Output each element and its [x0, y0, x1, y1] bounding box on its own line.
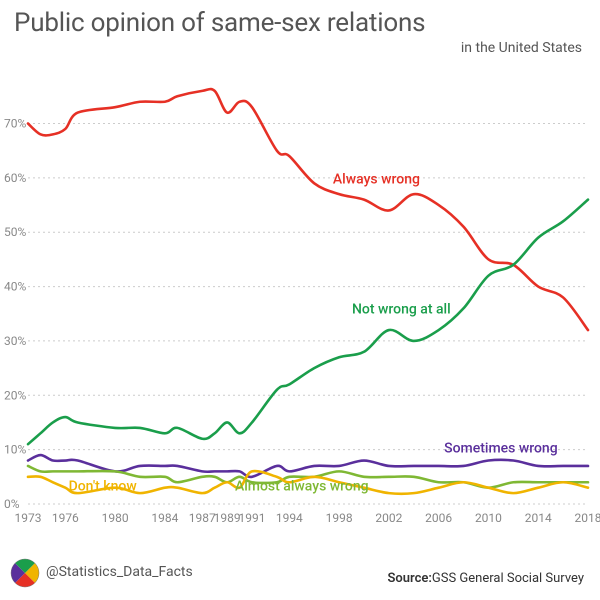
x-axis-tick: 1980	[102, 511, 129, 525]
x-axis-tick: 2002	[375, 511, 402, 525]
source-text: GSS General Social Survey	[432, 571, 584, 586]
series-label: Don't know	[69, 478, 138, 494]
x-axis-tick: 1984	[151, 511, 178, 525]
series-label: Always wrong	[333, 171, 420, 187]
source-citation: Source:GSS General Social Survey	[387, 571, 584, 586]
y-axis-tick: 20%	[4, 388, 26, 402]
source-label: Source:	[387, 571, 431, 586]
author-handle: @Statistics_Data_Facts	[46, 564, 193, 580]
y-axis-tick: 60%	[4, 171, 26, 185]
x-axis-tick: 1989	[214, 511, 241, 525]
x-axis-tick: 1987	[189, 511, 216, 525]
x-axis-tick: 2018	[575, 511, 600, 525]
y-axis-tick: 0%	[4, 497, 20, 511]
series-label: Not wrong at all	[352, 302, 451, 318]
x-axis-tick: 1991	[239, 511, 266, 525]
chart-footer: @Statistics_Data_Facts Source:GSS Genera…	[0, 550, 600, 600]
x-axis-tick: 2006	[425, 511, 452, 525]
y-axis-tick: 30%	[4, 334, 26, 348]
y-axis-tick: 50%	[4, 225, 26, 239]
x-axis-tick: 1994	[276, 511, 303, 525]
chart-subtitle: in the United States	[461, 40, 582, 56]
chart-container: Public opinion of same-sex relations in …	[0, 0, 600, 600]
series-line	[28, 89, 588, 330]
y-axis-tick: 10%	[4, 443, 26, 457]
line-chart: 0% 10% 20% 30% 40% 50% 60% 70% 1973 1976 1980 1984…	[0, 70, 600, 530]
x-axis-tick: 2010	[475, 511, 502, 525]
x-axis-tick: 1976	[52, 511, 79, 525]
x-axis-tick: 1998	[326, 511, 353, 525]
chart-title: Public opinion of same-sex relations	[14, 8, 425, 38]
y-axis-tick: 70%	[4, 116, 26, 130]
x-axis-tick: 2014	[525, 511, 552, 525]
series-line	[28, 455, 588, 477]
series-label: Sometimes wrong	[444, 440, 558, 456]
source-logo-icon	[10, 558, 40, 588]
y-axis-tick: 40%	[4, 280, 26, 294]
series-label: Almost always wrong	[235, 478, 369, 494]
x-axis-tick: 1973	[15, 511, 42, 525]
series-line	[28, 200, 588, 445]
